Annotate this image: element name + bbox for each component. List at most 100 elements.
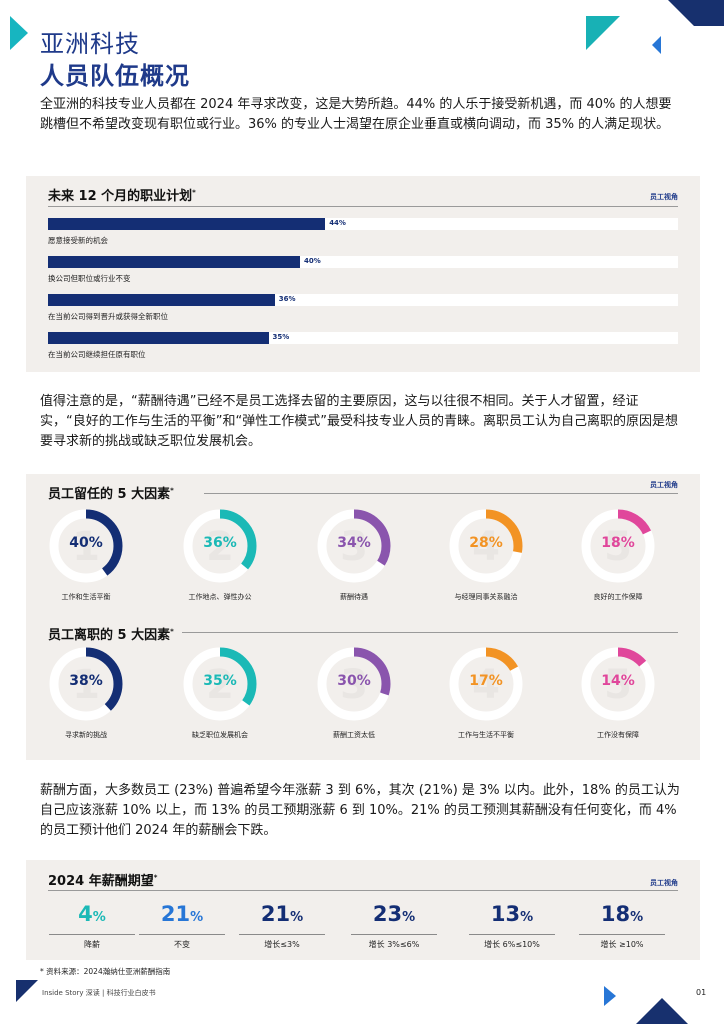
page-subtitle: 人员队伍概况: [40, 62, 190, 90]
bar-value-label: 36%: [278, 295, 296, 303]
donut-svg: 1: [49, 509, 123, 583]
rank-watermark: 5: [604, 662, 632, 708]
salary-stat-value: 18%: [572, 900, 672, 932]
donut-svg: 3: [317, 647, 391, 721]
rank-watermark: 4: [472, 662, 500, 708]
bar-track: 40%: [48, 256, 678, 268]
salary-stat-number: 21: [160, 902, 191, 926]
stat-divider: [469, 934, 555, 935]
retention-title-text: 员工留任的 5 大因素: [48, 487, 171, 502]
salary-stat-number: 4: [78, 902, 93, 926]
donut-label: 工作和生活平衡: [61, 593, 111, 601]
rank-watermark: 5: [604, 524, 632, 570]
salary-stat-value: 4%: [42, 900, 142, 932]
salary-stat-label: 增长 6%≤10%: [484, 940, 540, 949]
donut-arc: [183, 647, 257, 721]
leaving-title: 员工离职的 5 大因素*: [48, 624, 174, 643]
decorative-triangle: [586, 16, 620, 50]
salary-title: 2024 年薪酬期望*: [48, 870, 157, 889]
footnote-mark: *: [170, 627, 174, 636]
donut-svg: 4: [449, 647, 523, 721]
salary-stat-value: 23%: [344, 900, 444, 932]
donut-label: 薪酬工资太低: [333, 731, 375, 739]
donut-chart: 1 38%: [48, 646, 124, 722]
rank-watermark: 3: [340, 524, 368, 570]
donut-chart: 5 18%: [580, 508, 656, 584]
donut-arc: [449, 509, 523, 583]
donut-svg: 3: [317, 509, 391, 583]
divider: [48, 890, 678, 891]
stat-divider: [239, 934, 325, 935]
bar: [48, 294, 275, 306]
donut-value: 28%: [469, 535, 503, 551]
decorative-triangle: [10, 16, 28, 50]
salary-stat: 13% 增长 6%≤10%: [462, 900, 562, 950]
donut-chart: 1 40%: [48, 508, 124, 584]
salary-stat-percent: %: [190, 910, 204, 925]
donut-chart: 3 30%: [316, 646, 392, 722]
stat-divider: [579, 934, 665, 935]
donut-svg: 5: [581, 509, 655, 583]
bar: [48, 218, 326, 230]
salary-stat-value: 13%: [462, 900, 562, 932]
career-plan-panel: 未来 12 个月的职业计划* 员工视角 44% 愿意接受新的机会 40% 换公司但职位…: [26, 176, 700, 372]
divider: [182, 632, 678, 633]
middle-paragraph: 值得注意的是，“薪酬待遇”已经不是员工选择去留的主要原因，这与以往很不相同。关于…: [40, 394, 678, 449]
donut-arc: [317, 509, 391, 583]
decorative-triangle: [604, 986, 616, 1006]
salary-stat-value: 21%: [132, 900, 232, 932]
stat-divider: [351, 934, 437, 935]
donut-value: 36%: [203, 535, 237, 551]
donut-chart: 2 36%: [182, 508, 258, 584]
retention-title: 员工留任的 5 大因素*: [48, 483, 174, 502]
stat-divider: [139, 934, 225, 935]
perspective-tag: 员工视角: [650, 481, 678, 489]
bar-value-label: 40%: [304, 257, 321, 265]
stat-divider: [49, 934, 135, 935]
donut-label: 工作地点、弹性办公: [188, 593, 252, 601]
bar-track: 44%: [48, 218, 678, 230]
salary-stat-label: 增长 3%≤6%: [368, 940, 420, 949]
donut-label: 工作没有保障: [597, 731, 639, 739]
salary-title-text: 2024 年薪酬期望: [48, 874, 154, 889]
footnote-mark: *: [170, 486, 174, 495]
footnote-mark: *: [153, 873, 158, 882]
salary-stat: 21% 增长≤3%: [232, 900, 332, 950]
donut-arc: [317, 647, 391, 721]
rank-watermark: 2: [206, 662, 234, 708]
salary-stat-percent: %: [402, 910, 416, 925]
donut-svg: 2: [183, 647, 257, 721]
decorative-triangle: [636, 998, 688, 1024]
donut-value: 17%: [469, 673, 503, 689]
salary-panel: 2024 年薪酬期望* 员工视角 4% 降薪 21% 不变 21% 增长≤3% 23% 增长 …: [26, 860, 700, 960]
salary-stat: 23% 增长 3%≤6%: [344, 900, 444, 950]
donut-arc: [581, 509, 655, 583]
donut-label: 工作与生活不平衡: [458, 731, 514, 739]
decorative-triangle: [668, 0, 694, 26]
donut-chart: 5 14%: [580, 646, 656, 722]
donut-value: 35%: [203, 673, 237, 689]
source-footnote: * 资料来源：2024瀚纳仕亚洲薪酬指南: [40, 967, 171, 976]
donut-svg: 2: [183, 509, 257, 583]
perspective-tag: 员工视角: [650, 193, 678, 201]
donut-label: 缺乏职位发展机会: [192, 731, 248, 739]
salary-stat: 21% 不变: [132, 900, 232, 950]
career-plan-title-text: 未来 12 个月的职业计划: [48, 189, 193, 204]
salary-stat-percent: %: [630, 910, 644, 925]
donut-chart: 4 28%: [448, 508, 524, 584]
decorative-block: [694, 0, 724, 26]
footnote-mark: *: [192, 188, 196, 197]
salary-stat-percent: %: [290, 910, 304, 925]
donut-label: 薪酬待遇: [340, 593, 368, 601]
donut-value: 40%: [69, 535, 103, 551]
bar-category-label: 换公司但职位或行业不变: [48, 274, 131, 283]
perspective-tag: 员工视角: [650, 879, 678, 887]
footer-text: Inside Story 深读 | 科技行业白皮书: [42, 989, 156, 997]
donut-value: 38%: [69, 673, 103, 689]
page-title: 亚洲科技: [40, 30, 140, 58]
salary-stat-label: 不变: [174, 940, 190, 949]
salary-paragraph: 薪酬方面，大多数员工 (23%) 普遍希望今年涨薪 3 到 6%，其次 (21%…: [40, 783, 680, 838]
donut-value: 14%: [601, 673, 635, 689]
leaving-title-text: 员工离职的 5 大因素: [48, 628, 171, 643]
bar-category-label: 在当前公司得到晋升或获得全新职位: [48, 312, 168, 321]
